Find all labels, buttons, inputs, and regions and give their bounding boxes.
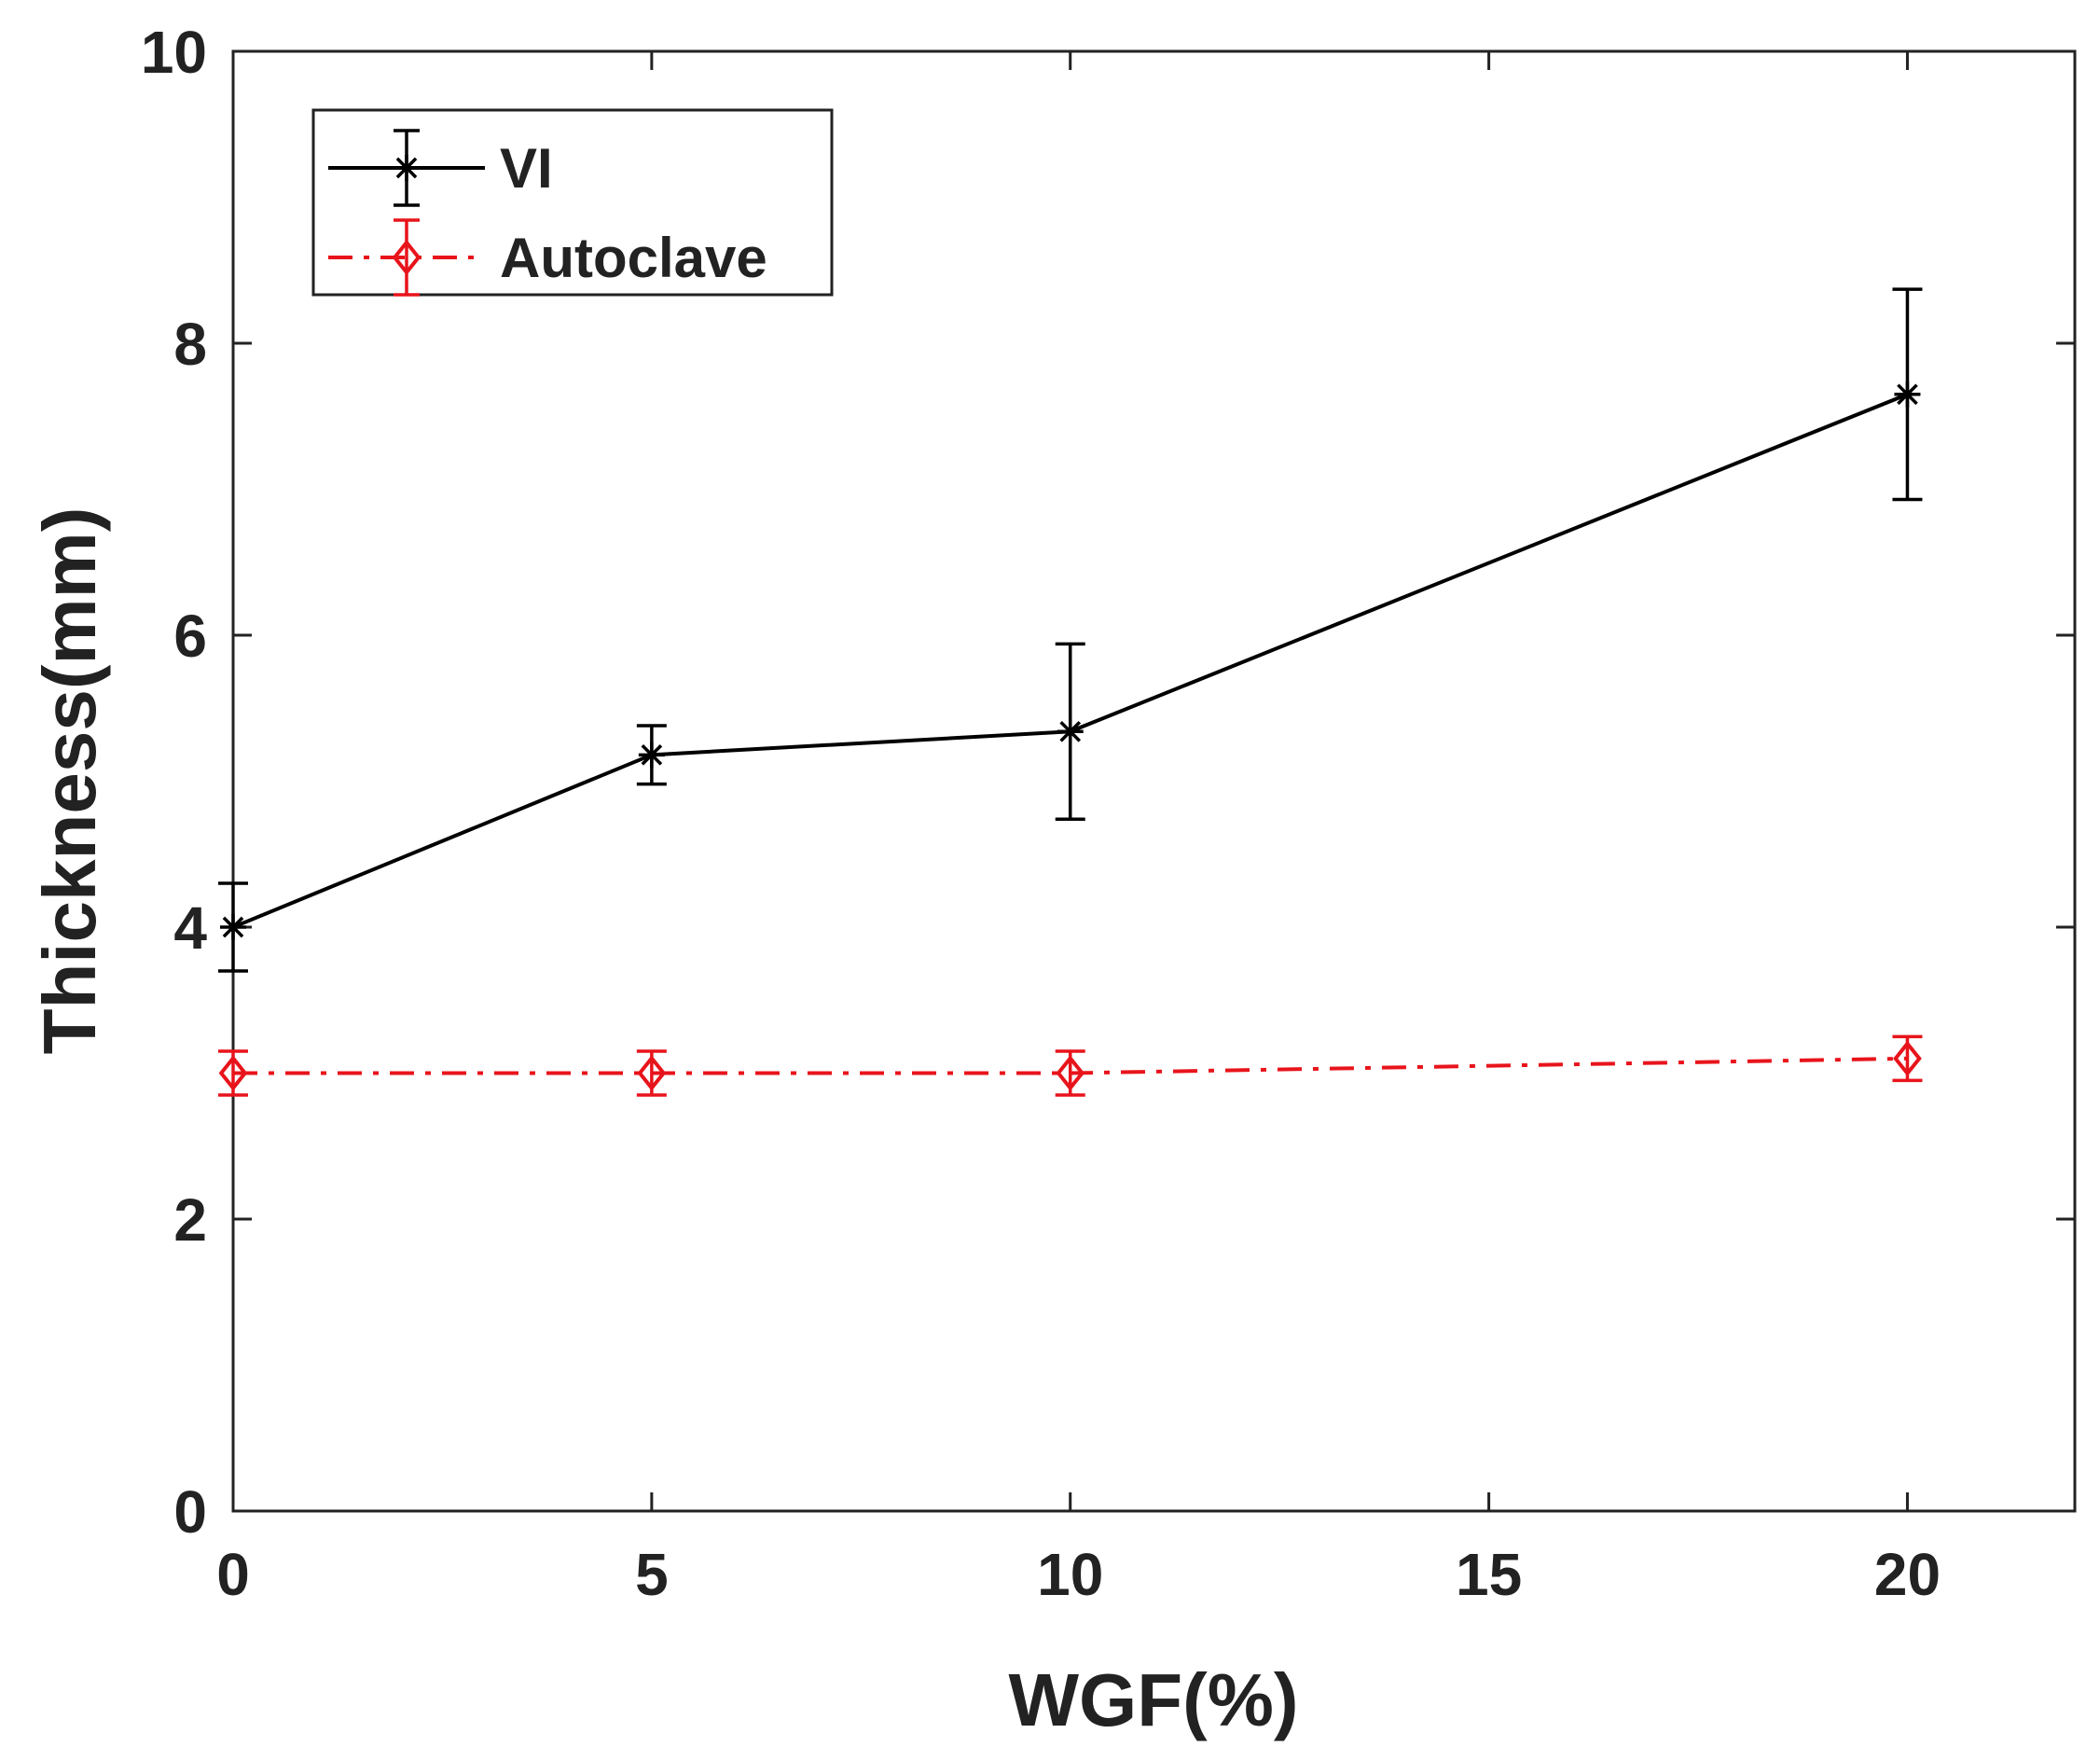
marker-stroke [1059,720,1082,742]
data-point [1894,381,1921,408]
legend-entry-autoclave: Autoclave [328,218,767,297]
legend-entry-vi: VI [328,129,553,207]
x-tick-label: 0 [216,1541,250,1608]
x-tick-label: 15 [1456,1541,1522,1608]
marker-stroke [395,157,418,179]
data-point [220,914,246,940]
y-tick-label: 0 [173,1478,207,1546]
y-tick-label: 4 [173,894,207,962]
series-vi [218,287,1923,973]
y-axis-title: Thickness(mm) [28,507,111,1055]
y-tick-label: 8 [173,311,207,378]
y-tick-label: 6 [173,603,207,670]
legend-marker [392,239,421,276]
y-tick-label: 10 [141,19,207,86]
series-line [232,392,1909,929]
data-point [1057,718,1084,745]
legend-marker [394,155,420,181]
series-line [233,1056,1908,1075]
x-tick-label: 10 [1037,1541,1103,1608]
data-point [638,742,665,769]
marker-stroke [641,744,663,766]
data-point [218,1055,248,1091]
data-point [1056,1055,1085,1091]
legend-label: Autoclave [500,227,767,289]
ticks: 0 5 10 15 20 0 2 4 6 8 10 [141,19,2075,1608]
series-autoclave [218,1034,1923,1097]
data-point [637,1055,667,1091]
data-point [1893,1040,1922,1077]
marker-stroke [1897,383,1918,406]
y-tick-label: 2 [173,1186,207,1254]
marker-stroke [222,916,244,938]
x-tick-label: 20 [1874,1541,1941,1608]
legend: VI Autoclave [311,108,834,297]
series-layer [218,287,1923,1097]
x-tick-label: 5 [635,1541,669,1608]
legend-label: VI [500,137,553,200]
x-axis-title: WGF(%) [1008,1658,1298,1741]
